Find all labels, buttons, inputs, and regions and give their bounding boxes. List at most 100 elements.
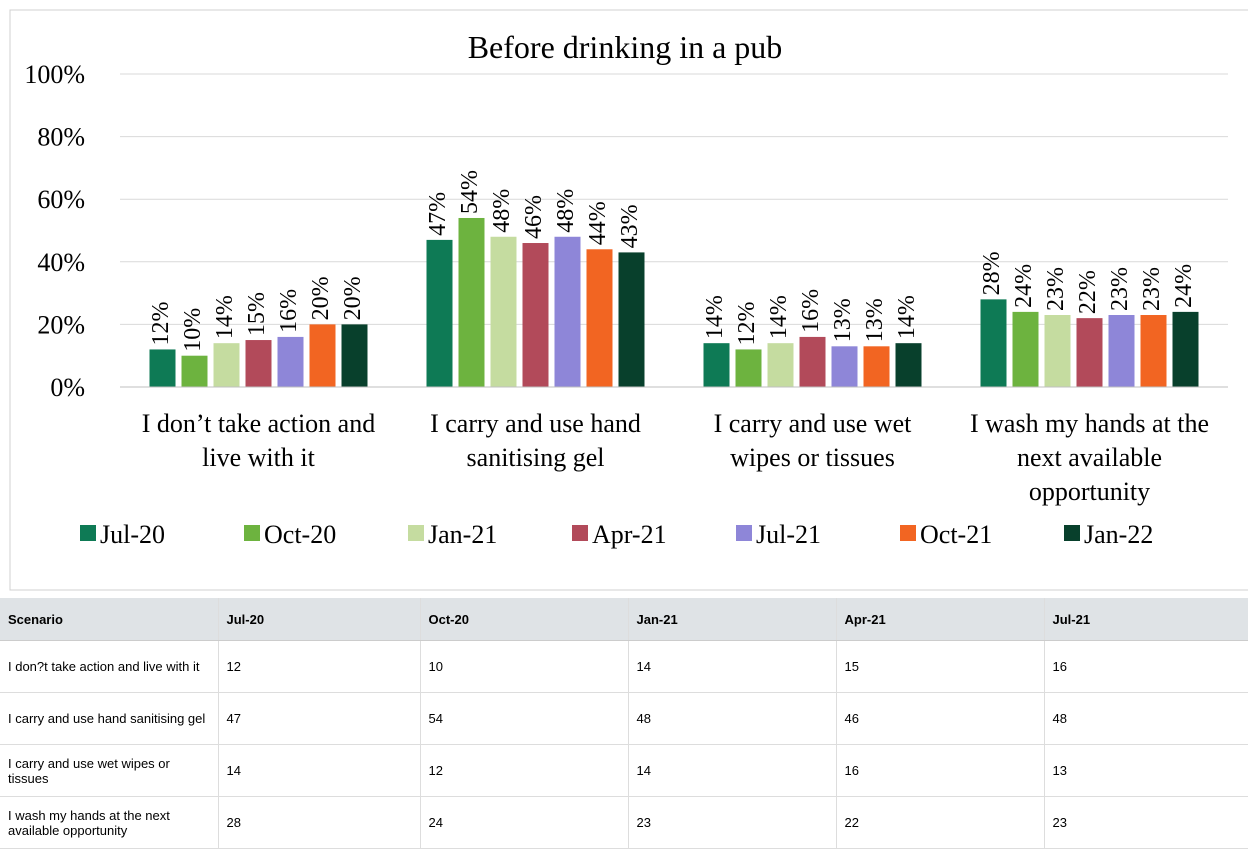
value-label: 44% (585, 201, 611, 245)
value-label: 12% (148, 301, 174, 345)
table-cell: 46 (835, 692, 1045, 745)
header-cell: Jul-20 (217, 598, 420, 641)
legend-label: Oct-20 (264, 520, 336, 549)
legend-label: Apr-21 (592, 520, 667, 549)
table-cell: 54 (419, 692, 629, 745)
bar (735, 349, 762, 387)
legend-swatch (900, 525, 916, 541)
header-cell: Jul-21 (1043, 598, 1248, 641)
bar (1012, 311, 1039, 387)
y-tick-label: 20% (37, 310, 85, 339)
legend-label: Jul-21 (756, 520, 821, 549)
value-label: 14% (894, 295, 920, 339)
value-label: 24% (1011, 264, 1037, 308)
header-cell: Jan-21 (627, 598, 836, 641)
header-cell: Oct-20 (419, 598, 628, 641)
table-cell: 12 (217, 640, 421, 693)
bar (309, 324, 336, 387)
table-cell: 12 (419, 744, 629, 797)
y-tick-label: 80% (37, 123, 85, 152)
bar (522, 243, 549, 387)
data-table: Scenario Jul-20 Oct-20 Jan-21 Apr-21 Jul-21 I… (0, 598, 1248, 849)
value-label: 43% (617, 204, 643, 248)
value-label: 23% (1043, 267, 1069, 311)
table-row: I wash my hands at the next available op… (0, 796, 1248, 849)
bar (980, 299, 1007, 387)
bar (149, 349, 176, 387)
y-tick-label: 100% (24, 60, 85, 89)
table-cell: 16 (1043, 640, 1248, 693)
value-label: 14% (702, 295, 728, 339)
legend-swatch (408, 525, 424, 541)
value-label: 48% (553, 189, 579, 233)
value-label: 20% (308, 276, 334, 320)
value-label: 13% (862, 298, 888, 342)
value-label: 13% (830, 298, 856, 342)
table-cell: 13 (1043, 744, 1248, 797)
y-tick-label: 60% (37, 185, 85, 214)
value-label: 54% (457, 170, 483, 214)
bar (341, 324, 368, 387)
header-cell: Scenario (0, 598, 218, 641)
header-cell: Apr-21 (835, 598, 1044, 641)
table-cell: 14 (627, 744, 837, 797)
value-label: 14% (766, 295, 792, 339)
value-label: 28% (979, 251, 1005, 295)
legend-swatch (1064, 525, 1080, 541)
legend-label: Jul-20 (100, 520, 165, 549)
value-label: 23% (1139, 267, 1165, 311)
bar (895, 343, 922, 387)
legend-label: Oct-21 (920, 520, 992, 549)
bar (1076, 318, 1103, 387)
bar (458, 217, 485, 387)
bar (799, 336, 826, 387)
table-row: I carry and use hand sanitising gel 47 54 4… (0, 692, 1248, 745)
value-label: 47% (425, 192, 451, 236)
bar (1108, 315, 1135, 387)
value-label: 16% (798, 289, 824, 333)
bar (426, 239, 453, 387)
bar (703, 343, 730, 387)
bar (831, 346, 858, 387)
bar (863, 346, 890, 387)
legend-swatch (244, 525, 260, 541)
y-tick-label: 0% (50, 373, 85, 402)
bar (245, 340, 272, 387)
value-label: 16% (276, 289, 302, 333)
legend-swatch (572, 525, 588, 541)
bar (618, 252, 645, 387)
value-label: 23% (1107, 267, 1133, 311)
table-cell: 24 (419, 796, 629, 849)
legend-label: Jan-21 (428, 520, 497, 549)
x-tick-label: I carry and use wet wipes or tissues (714, 409, 913, 472)
table-cell: 14 (627, 640, 837, 693)
table-cell: I carry and use wet wipes or tissues (0, 744, 219, 797)
chart-title: Before drinking in a pub (468, 29, 783, 65)
bar (1044, 315, 1071, 387)
y-tick-label: 40% (37, 248, 85, 277)
table-cell: 23 (627, 796, 837, 849)
value-label: 48% (489, 189, 515, 233)
table-cell: I don?t take action and live with it (0, 640, 219, 693)
value-label: 46% (521, 195, 547, 239)
legend-swatch (80, 525, 96, 541)
bar (490, 236, 517, 387)
table-cell: 48 (627, 692, 837, 745)
bar (1140, 315, 1167, 387)
x-tick-label: I wash my hands at the next available oppo… (970, 409, 1209, 506)
value-label: 20% (340, 276, 366, 320)
table-cell: 48 (1043, 692, 1248, 745)
table-cell: I wash my hands at the next available op… (0, 796, 219, 849)
table-row: I carry and use wet wipes or tissues 14 12… (0, 744, 1248, 797)
table-cell: 47 (217, 692, 421, 745)
bar (181, 355, 208, 387)
table-cell: 16 (835, 744, 1045, 797)
bar (1172, 311, 1199, 387)
bar (277, 336, 304, 387)
value-label: 14% (212, 295, 238, 339)
table-cell: 14 (217, 744, 421, 797)
legend-swatch (736, 525, 752, 541)
chart: Before drinking in a pub 0% 20% 40% 60% 80% 1… (9, 9, 1248, 591)
table-cell: 10 (419, 640, 629, 693)
